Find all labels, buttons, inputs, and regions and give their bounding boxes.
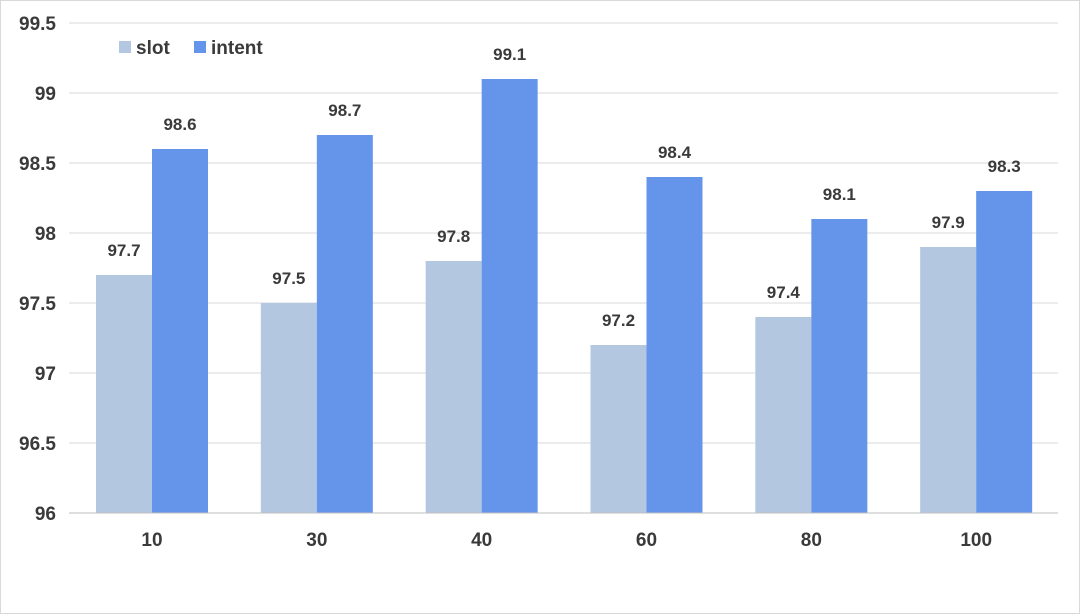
bar-slot-40 xyxy=(425,261,482,513)
x-tick-label: 30 xyxy=(306,530,327,551)
data-label-slot-10: 97.7 xyxy=(107,241,140,260)
legend: slot intent xyxy=(119,38,263,59)
y-tick-label: 97.5 xyxy=(19,294,56,315)
bars xyxy=(96,79,1033,513)
x-tick-label: 100 xyxy=(960,530,992,551)
y-tick-label: 98.5 xyxy=(19,154,56,175)
bar-intent-40 xyxy=(481,79,538,513)
data-label-intent-10: 98.6 xyxy=(163,115,196,134)
y-tick-label: 98 xyxy=(35,224,56,245)
bar-intent-30 xyxy=(316,135,373,513)
data-label-slot-80: 97.4 xyxy=(767,283,801,302)
data-label-slot-100: 97.9 xyxy=(932,213,965,232)
x-tick-label: 60 xyxy=(636,530,657,551)
bar-slot-100 xyxy=(920,247,977,513)
legend-swatch-intent xyxy=(194,41,206,53)
data-labels: 97.7 98.6 97.5 98.7 97.8 99.1 97.2 98.4 97.4 98.1… xyxy=(107,45,1020,330)
y-tick-label: 99.5 xyxy=(19,14,56,35)
bar-intent-80 xyxy=(811,219,868,513)
bar-intent-100 xyxy=(976,191,1033,513)
gridlines xyxy=(69,22,1058,514)
legend-swatch-slot xyxy=(119,41,131,53)
y-tick-label: 99 xyxy=(35,84,56,105)
data-label-intent-80: 98.1 xyxy=(823,185,856,204)
bar-intent-10 xyxy=(152,149,208,513)
y-tick-label: 96 xyxy=(35,504,56,525)
legend-label-slot: slot xyxy=(136,38,170,59)
data-label-intent-30: 98.7 xyxy=(328,101,361,120)
y-tick-label: 97 xyxy=(35,364,56,385)
y-tick-label: 96.5 xyxy=(19,434,56,455)
data-label-slot-60: 97.2 xyxy=(602,311,635,330)
legend-label-intent: intent xyxy=(211,38,263,59)
bar-slot-30 xyxy=(260,303,317,513)
y-axis: 96 96.5 97 97.5 98 98.5 99 99.5 xyxy=(19,14,56,525)
bar-intent-60 xyxy=(646,177,703,513)
x-tick-label: 40 xyxy=(471,530,492,551)
x-tick-label: 80 xyxy=(801,530,822,551)
data-label-slot-40: 97.8 xyxy=(437,227,470,246)
x-axis: 10 30 40 60 80 100 xyxy=(69,512,1058,551)
data-label-intent-60: 98.4 xyxy=(658,143,692,162)
data-label-intent-100: 98.3 xyxy=(988,157,1021,176)
bar-slot-80 xyxy=(755,317,812,513)
x-tick-label: 10 xyxy=(141,530,162,551)
bar-slot-10 xyxy=(96,275,152,513)
data-label-slot-30: 97.5 xyxy=(272,269,305,288)
data-label-intent-40: 99.1 xyxy=(493,45,526,64)
bar-slot-60 xyxy=(590,345,647,513)
